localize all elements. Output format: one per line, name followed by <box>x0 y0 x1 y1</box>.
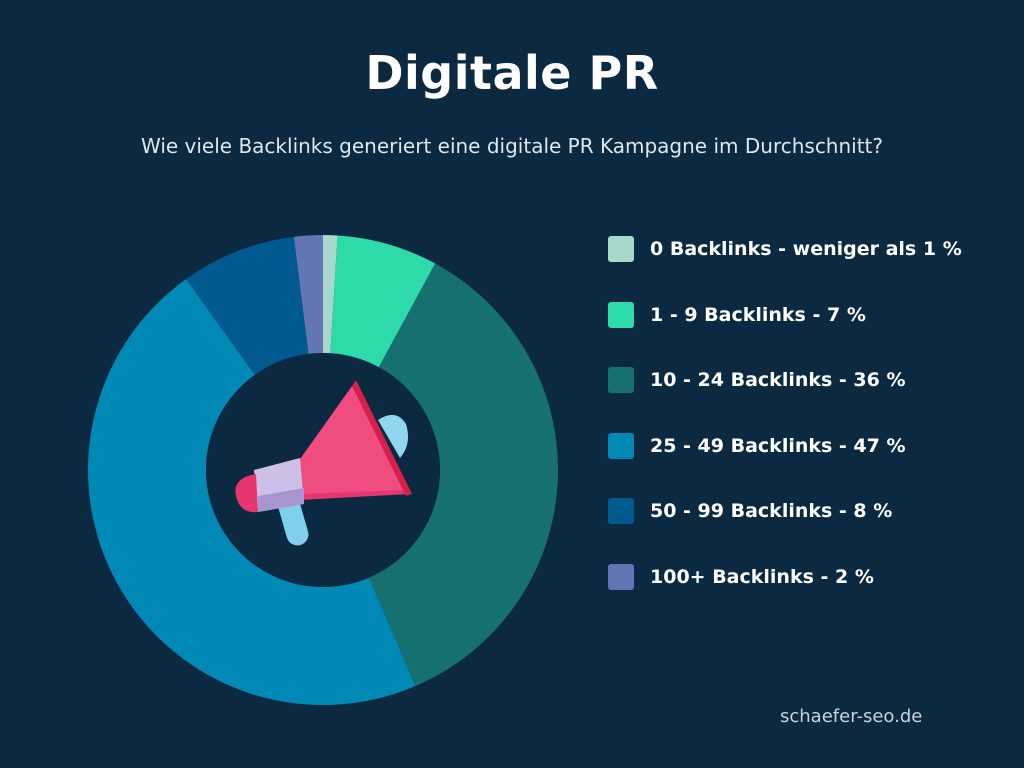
legend-swatch-0 <box>608 236 634 262</box>
legend-item-0: 0 Backlinks - weniger als 1 % <box>608 233 962 265</box>
chart-subtitle: Wie viele Backlinks generiert eine digit… <box>140 134 884 158</box>
legend-swatch-1 <box>608 301 634 328</box>
legend-label-5: 100+ Backlinks - 2 % <box>650 565 874 588</box>
donut-slice-4 <box>186 236 309 375</box>
legend-item-5: 100+ Backlinks - 2 % <box>608 561 962 593</box>
legend-item-1: 1 - 9 Backlinks - 7 % <box>608 299 962 331</box>
legend-label-2: 10 - 24 Backlinks - 36 % <box>650 369 906 392</box>
legend-label-0: 0 Backlinks - weniger als 1 % <box>650 238 962 260</box>
legend-label-1: 1 - 9 Backlinks - 7 % <box>650 303 866 326</box>
legend-item-2: 10 - 24 Backlinks - 36 % <box>608 364 962 396</box>
donut-slices <box>88 235 558 705</box>
donut-slice-2 <box>369 263 558 687</box>
legend-swatch-4 <box>608 498 634 525</box>
legend-label-4: 50 - 99 Backlinks - 8 % <box>650 500 893 523</box>
legend-label-3: 25 - 49 Backlinks - 47 % <box>650 434 906 457</box>
legend-item-3: 25 - 49 Backlinks - 47 % <box>608 430 962 462</box>
donut-slice-0 <box>323 235 338 354</box>
donut-slice-1 <box>330 235 436 368</box>
megaphone-icon <box>235 380 412 546</box>
chart-legend: 0 Backlinks - weniger als 1 % 1 - 9 Back… <box>608 233 962 627</box>
legend-swatch-3 <box>608 432 634 459</box>
legend-swatch-2 <box>608 367 634 394</box>
chart-title: Digitale PR <box>365 46 659 100</box>
donut-slice-3 <box>88 279 416 705</box>
legend-item-4: 50 - 99 Backlinks - 8 % <box>608 495 962 527</box>
donut-slice-5 <box>293 235 323 354</box>
legend-swatch-5 <box>608 563 634 590</box>
source-label: schaefer-seo.de <box>780 706 923 727</box>
